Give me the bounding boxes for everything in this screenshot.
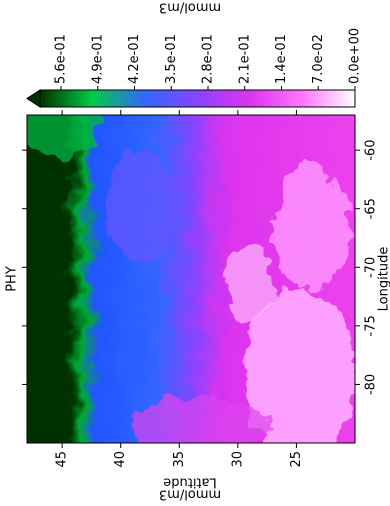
colorbar-tick-label: 4.2e-01: [127, 34, 142, 84]
title: PHY: [5, 266, 20, 292]
y-label-units: mmol/m3: [159, 487, 221, 502]
plot-frame: [26, 114, 356, 444]
y-tick-label: 45: [55, 451, 70, 468]
x-tick-label: -70: [364, 257, 379, 278]
colorbar-tick-label: 4.9e-01: [90, 34, 105, 84]
colorbar-tick-label: 0.0e+00: [348, 28, 363, 84]
x-tick-label: -75: [364, 315, 379, 336]
colorbar-tick-label: 5.6e-01: [54, 34, 69, 84]
x-tick-label: -60: [364, 140, 379, 161]
colorbar-label: mmol/m3: [159, 0, 221, 15]
field: [27, 115, 355, 443]
x-tick-label: -80: [364, 374, 379, 395]
y-tick-label: 40: [113, 451, 128, 468]
y-tick-label: 25: [289, 451, 304, 468]
x-tick-label: -65: [364, 198, 379, 219]
colorbar-tick-label: 2.1e-01: [237, 34, 252, 84]
colorbar-tick-label: 2.8e-01: [201, 34, 216, 84]
colorbar-tick-label: 3.5e-01: [164, 34, 179, 84]
y-label: Latitude: [163, 475, 217, 490]
x-label: Longitude: [377, 247, 390, 312]
y-tick-label: 35: [172, 451, 187, 468]
colorbar-tick-label: 1.4e-01: [274, 34, 289, 84]
colorbar-tick-label: 7.0e-02: [311, 34, 326, 84]
y-tick-label: 30: [230, 451, 245, 468]
colorbar: [39, 89, 356, 108]
colorbar-extension: [26, 89, 41, 108]
rotated-plot: PHY Longitude Latitude mmol/m3 mmol/m3 -…: [5, 0, 390, 502]
